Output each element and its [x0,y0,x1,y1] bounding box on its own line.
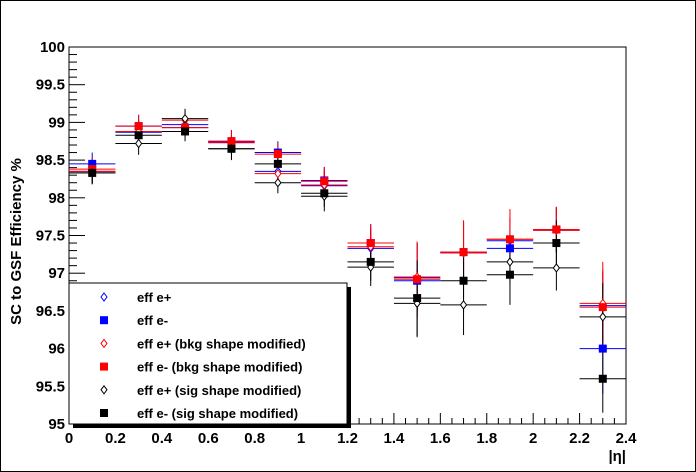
series-5-point [274,177,282,188]
y-tick-label: 100 [40,39,65,56]
series-2-point [88,159,97,168]
series-4-point [134,122,143,131]
x-tick-label: 1.6 [430,430,451,447]
x-tick-label: 1.8 [476,430,497,447]
y-tick-label: 95 [48,416,65,433]
series-6-point [459,276,468,285]
series-6-point [366,257,375,266]
legend-entry-label: eff e- (sig shape modified) [137,406,298,421]
series-4-point [459,248,468,257]
legend-marker [100,384,108,395]
series-4-point [273,150,282,159]
y-tick-label: 98.5 [36,152,65,169]
series-6-point [181,127,190,136]
series-5-point [552,263,560,273]
series-6-point [227,144,236,153]
series-5-point [135,138,143,149]
y-axis-title: SC to GSF Efficiency % [8,158,25,325]
legend-entry-label: eff e+ (sig shape modified) [137,383,301,398]
legend-marker [100,338,108,349]
axes-group: 0 0.2 0.4 0.6 0.8 1 1.2 1.4 1.6 1.8 2 2.2 2.4 95 95.5 9… [36,39,637,447]
series-4-point [366,239,375,248]
y-tick-label: 95.5 [36,378,65,395]
series-4-point [505,235,514,244]
series-6-point [552,239,561,248]
legend-marker [100,316,108,325]
legend-marker [100,362,108,371]
legend-marker [100,292,108,302]
series-6-point [88,168,97,177]
legend-entry-label: eff e- (bkg shape modified) [137,360,302,375]
series-5-point [459,300,468,310]
series-6-point [505,270,514,279]
y-tick-label: 99.5 [36,77,65,94]
series-4-point [552,225,561,234]
x-tick-label: 1.4 [383,430,405,447]
legend-entry-label: eff e- [137,313,168,328]
x-tick-label: 2.2 [569,430,590,447]
x-tick-label: 1.2 [337,430,358,447]
series-2-point [505,244,514,253]
x-tick-label: 2 [529,430,537,447]
series-5-point [599,312,607,322]
y-tick-label: 96 [48,341,65,358]
series-5-point [181,113,189,124]
series-6-point [273,159,282,168]
series-4-point [320,177,329,186]
y-tick-label: 97 [48,265,65,282]
x-tick-label: 0 [65,430,73,447]
legend-entry-label: eff e+ (bkg shape modified) [137,336,306,351]
x-tick-label: 0.8 [244,430,265,447]
y-tick-label: 99 [48,114,65,131]
legend-entry-label: eff e+ [137,290,172,305]
x-tick-label: 2.4 [616,430,638,447]
series-4-point [227,137,236,146]
y-tick-label: 98 [48,190,65,207]
series-3-point [274,168,282,179]
series-2-point [598,344,607,353]
series-6-point [134,131,143,140]
series-4-point [598,303,607,312]
series-6-point [413,294,422,303]
series-5-point [506,257,514,267]
y-tick-label: 97.5 [36,228,65,245]
markers-group [88,113,607,383]
x-tick-label: 0.2 [105,430,126,447]
legend: eff e+ eff e-eff e+ (bkg shape modified) e… [68,282,351,428]
legend-box [68,282,348,425]
legend-marker [100,409,108,417]
series-6-point [598,374,607,383]
x-tick-label: 0.4 [151,430,173,447]
x-tick-label: 1 [297,430,305,447]
series-6-point [320,189,329,198]
series-4-point [413,275,422,284]
y-tick-label: 96.5 [36,303,65,320]
x-axis-title: |η| [608,448,626,465]
x-tick-label: 0.6 [198,430,219,447]
